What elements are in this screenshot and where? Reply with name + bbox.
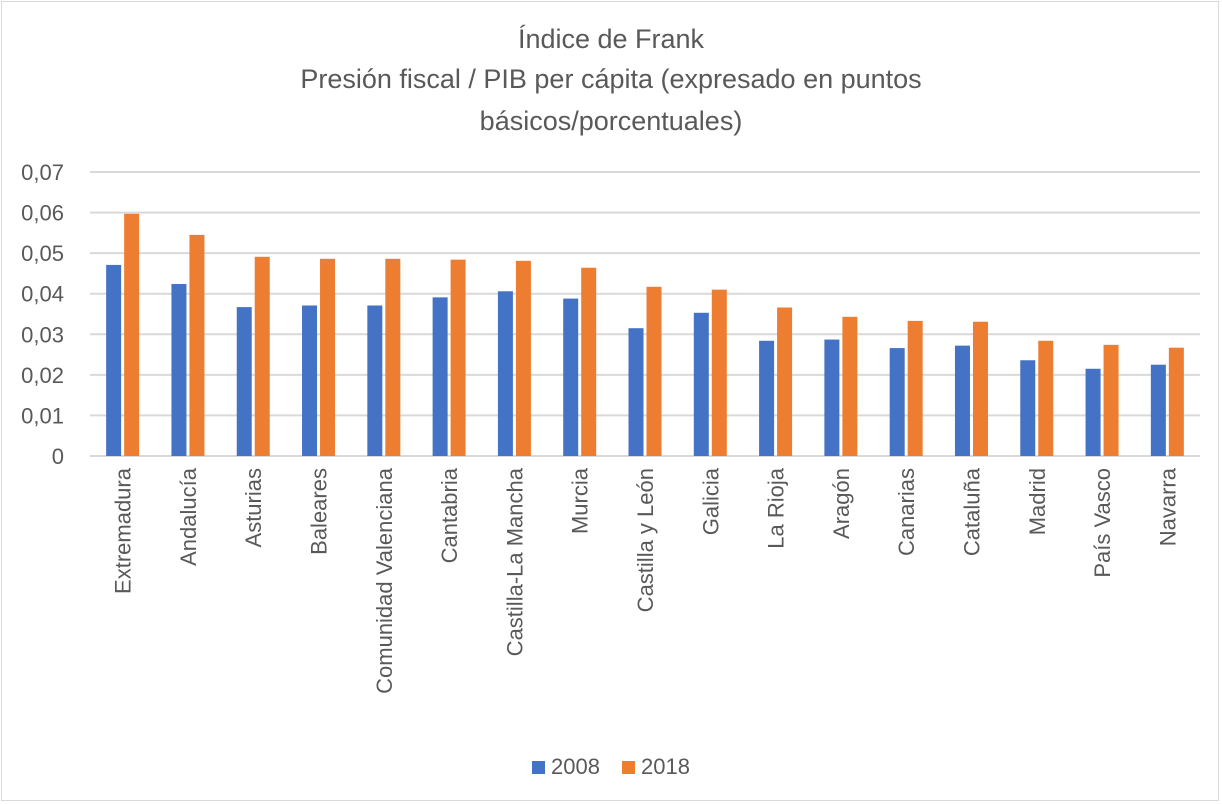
- y-tick-label: 0: [52, 444, 64, 469]
- bar-2018: [1168, 347, 1184, 456]
- legend: 2008 2018: [0, 754, 1222, 780]
- bar-2018: [711, 289, 727, 456]
- bar-2008: [693, 312, 709, 456]
- y-tick-label: 0,04: [21, 282, 64, 307]
- x-tick-label: Murcia: [568, 467, 593, 534]
- bar-2008: [759, 340, 775, 456]
- y-tick-label: 0,07: [21, 160, 64, 185]
- bar-2018: [450, 259, 466, 456]
- legend-swatch-2008: [532, 760, 546, 774]
- chart-title-line-3: básicos/porcentuales): [479, 106, 743, 136]
- bar-2018: [972, 321, 988, 456]
- bar-2018: [254, 256, 270, 456]
- bar-2018: [1103, 344, 1119, 456]
- bar-2008: [106, 264, 122, 456]
- x-tick-label: Navarra: [1155, 467, 1180, 546]
- bar-2018: [124, 213, 140, 456]
- bar-2008: [824, 339, 840, 456]
- bar-2008: [1085, 368, 1101, 456]
- x-tick-label: Asturias: [241, 468, 266, 547]
- y-tick-label: 0,03: [21, 322, 64, 347]
- bar-2018: [385, 258, 401, 456]
- x-tick-label: Castilla-La Mancha: [502, 467, 527, 656]
- bar-2018: [646, 286, 662, 456]
- x-tick-label: Galicia: [698, 467, 723, 535]
- x-tick-label: Cataluña: [959, 467, 984, 556]
- chart-title-line-2: Presión fiscal / PIB per cápita (expresa…: [300, 64, 922, 94]
- bar-2018: [515, 260, 531, 456]
- x-tick-label: Castilla y León: [633, 468, 658, 612]
- legend-swatch-2018: [622, 760, 635, 774]
- bar-2018: [777, 307, 793, 456]
- bar-2008: [497, 291, 513, 456]
- legend-label-2018: 2018: [641, 754, 690, 779]
- legend-item-2008: 2008: [532, 754, 600, 780]
- legend-label-2008: 2008: [551, 754, 600, 779]
- x-tick-label: Madrid: [1025, 468, 1050, 535]
- bar-2018: [581, 267, 597, 456]
- bar-2008: [1150, 364, 1166, 456]
- y-tick-label: 0,05: [21, 241, 64, 266]
- bar-2008: [1020, 360, 1036, 456]
- x-tick-label: Canarias: [894, 468, 919, 556]
- bar-2018: [907, 320, 923, 456]
- x-tick-label: Extremadura: [111, 467, 136, 594]
- x-tick-label: Comunidad Valenciana: [372, 467, 397, 694]
- bar-2008: [302, 305, 318, 456]
- bar-2008: [236, 307, 252, 456]
- bar-2008: [628, 328, 644, 456]
- x-tick-label: Baleares: [307, 468, 332, 555]
- y-tick-label: 0,02: [21, 363, 64, 388]
- bar-2018: [189, 234, 205, 456]
- bar-2008: [563, 298, 579, 456]
- bar-2008: [432, 297, 448, 456]
- bar-2008: [171, 283, 187, 456]
- bar-2008: [367, 305, 383, 456]
- chart-title-line-1: Índice de Frank: [517, 24, 705, 54]
- bar-2008: [889, 348, 905, 456]
- legend-item-2018: 2018: [622, 754, 690, 780]
- bar-2018: [842, 316, 858, 456]
- x-tick-label: Aragón: [829, 468, 854, 539]
- x-tick-label: Andalucía: [176, 467, 201, 566]
- bar-2008: [954, 345, 970, 456]
- x-tick-label: La Rioja: [764, 467, 789, 548]
- bar-2018: [1038, 340, 1054, 456]
- x-tick-label: Cantabria: [437, 467, 462, 563]
- x-tick-label: País Vasco: [1090, 468, 1115, 578]
- y-tick-label: 0,06: [21, 201, 64, 226]
- y-tick-label: 0,01: [21, 403, 64, 428]
- bar-2018: [320, 258, 336, 456]
